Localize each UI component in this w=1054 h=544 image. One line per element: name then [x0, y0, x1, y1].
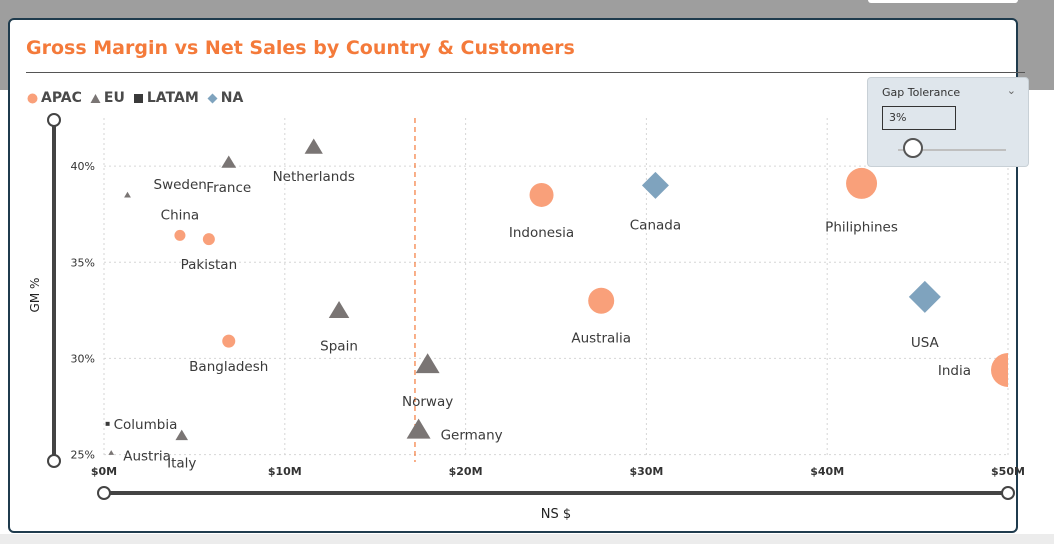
y-axis-title: GM %: [28, 278, 42, 313]
point-columbia[interactable]: [105, 421, 110, 426]
point-austria[interactable]: [108, 450, 115, 455]
y-tick-label: 30%: [71, 352, 95, 365]
x-range-slider-left-handle[interactable]: [97, 486, 111, 500]
point-spain[interactable]: [328, 300, 350, 319]
chart-title: Gross Margin vs Net Sales by Country & C…: [26, 37, 575, 59]
data-label: India: [938, 363, 971, 379]
point-germany[interactable]: [406, 418, 431, 439]
title-divider: [26, 72, 1025, 73]
data-label: Bangladesh: [189, 359, 268, 375]
data-label: Spain: [320, 338, 358, 354]
slicer-title: Gap Tolerance: [882, 86, 961, 99]
legend-item-apac[interactable]: APAC: [27, 90, 82, 106]
point-indonesia[interactable]: [529, 182, 554, 207]
x-tick-label: $10M: [268, 465, 302, 478]
label-layer: Sweden France Netherlands China Pakistan Bang…: [114, 169, 971, 472]
data-label: Pakistan: [181, 257, 238, 273]
data-label: China: [161, 207, 200, 223]
gap-tolerance-input[interactable]: 3%: [882, 106, 956, 130]
chart-legend: APAC EU LATAM NA: [27, 90, 251, 106]
point-india[interactable]: [991, 352, 1025, 387]
chart-card: [8, 18, 1018, 533]
triangle-icon: [90, 93, 101, 103]
legend-item-eu[interactable]: EU: [90, 90, 125, 106]
gap-tolerance-slider-thumb[interactable]: [903, 138, 923, 158]
gap-tolerance-slider-track[interactable]: [898, 149, 1006, 151]
report-tab-edge: [868, 0, 1018, 3]
legend-item-na[interactable]: NA: [207, 90, 244, 106]
x-tick-label: $40M: [810, 465, 844, 478]
y-range-slider-top-handle[interactable]: [47, 113, 61, 127]
x-tick-label: $30M: [629, 465, 663, 478]
data-label: Columbia: [114, 417, 178, 433]
data-label: Sweden: [154, 177, 207, 193]
point-norway[interactable]: [415, 353, 440, 374]
axis-layer: GM % NS $ $0M $10M $20M $30M $40M $50M 25% 30% 3…: [28, 113, 1025, 522]
y-tick-label: 35%: [71, 256, 95, 269]
x-tick-label: $0M: [91, 465, 117, 478]
point-china[interactable]: [174, 229, 186, 241]
data-label: Italy: [167, 455, 196, 471]
point-canada[interactable]: [641, 171, 669, 199]
data-label: Norway: [402, 394, 453, 410]
data-label: USA: [911, 335, 940, 351]
y-tick-label: 25%: [71, 449, 95, 462]
data-label: Australia: [571, 331, 631, 347]
legend-item-latam[interactable]: LATAM: [133, 90, 199, 106]
grid-layer: [103, 118, 1009, 458]
data-label: Netherlands: [273, 169, 355, 185]
square-icon: [133, 93, 143, 103]
diamond-icon: [207, 93, 218, 103]
legend-label-eu: EU: [103, 90, 125, 106]
legend-label-na: NA: [220, 90, 244, 106]
data-label: Indonesia: [509, 225, 574, 241]
point-usa[interactable]: [908, 280, 941, 313]
circle-icon: [27, 93, 38, 103]
x-axis-title: NS $: [541, 507, 571, 522]
point-pakistan[interactable]: [202, 233, 215, 246]
mark-layer: [105, 118, 1025, 462]
gap-tolerance-slicer: Gap Tolerance ⌄ 3%: [867, 77, 1029, 167]
point-france[interactable]: [221, 155, 237, 168]
data-label: Philiphines: [825, 219, 898, 235]
point-italy[interactable]: [175, 429, 189, 441]
chevron-down-icon[interactable]: ⌄: [1006, 84, 1016, 97]
data-label: Austria: [123, 449, 171, 465]
x-tick-label: $20M: [449, 465, 483, 478]
point-bangladesh[interactable]: [222, 334, 236, 348]
data-label: France: [206, 180, 251, 196]
x-range-slider-right-handle[interactable]: [1001, 486, 1015, 500]
data-label: Canada: [630, 217, 681, 233]
y-tick-label: 40%: [71, 160, 95, 173]
point-netherlands[interactable]: [304, 138, 323, 154]
y-range-slider-bottom-handle[interactable]: [47, 454, 61, 468]
report-bottom-band: [0, 534, 1054, 544]
point-philiphines[interactable]: [846, 167, 878, 199]
point-sweden[interactable]: [124, 191, 131, 198]
point-australia[interactable]: [588, 287, 615, 314]
x-tick-label: $50M: [991, 465, 1025, 478]
data-label: Germany: [441, 428, 503, 444]
legend-label-apac: APAC: [41, 90, 82, 106]
legend-label-latam: LATAM: [146, 90, 199, 106]
